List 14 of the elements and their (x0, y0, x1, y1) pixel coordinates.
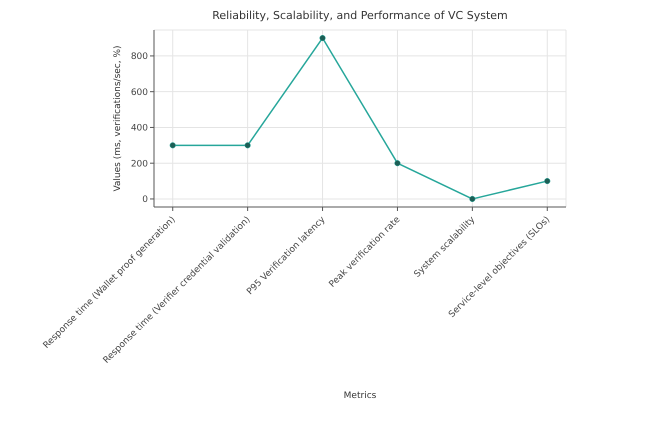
y-tick-label: 800 (130, 52, 148, 62)
point (170, 142, 176, 148)
y-tick-label: 200 (130, 159, 148, 170)
x-axis-title: Metrics (344, 391, 377, 401)
chart-title: Reliability, Scalability, and Performance of VC System (211, 9, 509, 22)
y-tick-label: 0 (142, 195, 148, 206)
y-axis-title: Values (ms, verifications/sec, %) (113, 45, 124, 192)
point (244, 142, 251, 148)
y-tick-label: 600 (130, 88, 148, 98)
point (544, 178, 550, 184)
y-tick-label: 400 (130, 124, 148, 134)
point (469, 196, 476, 202)
point (394, 160, 401, 166)
point (319, 34, 326, 42)
